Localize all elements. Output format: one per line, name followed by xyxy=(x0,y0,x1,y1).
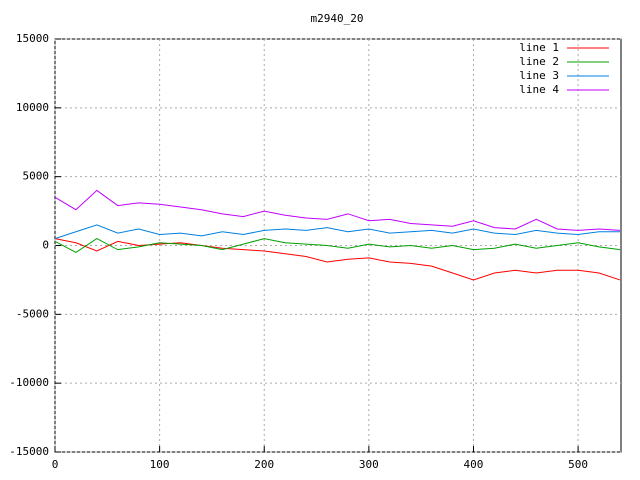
y-tick-label: 15000 xyxy=(16,32,49,45)
legend-label: line 4 xyxy=(519,83,559,96)
x-tick-label: 400 xyxy=(464,458,484,471)
series-line xyxy=(54,189,620,231)
series-line xyxy=(54,224,620,240)
series-line xyxy=(54,238,621,281)
x-tick-label: 300 xyxy=(359,458,379,471)
x-tick-label: 0 xyxy=(52,458,59,471)
x-tick-label: 100 xyxy=(150,458,170,471)
x-tick-label: 500 xyxy=(568,458,588,471)
x-tick-label: 200 xyxy=(254,458,274,471)
chart-title: m2940_20 xyxy=(311,12,364,25)
legend-label: line 2 xyxy=(519,55,559,68)
y-tick-label: 10000 xyxy=(16,101,49,114)
y-tick-label: 5000 xyxy=(23,170,50,183)
legend-label: line 3 xyxy=(519,69,559,82)
y-tick-label: -10000 xyxy=(9,376,49,389)
y-tick-label: 0 xyxy=(42,239,49,252)
series-line xyxy=(54,238,621,253)
y-tick-label: -15000 xyxy=(9,445,49,458)
y-tick-label: -5000 xyxy=(16,307,49,320)
legend-label: line 1 xyxy=(519,41,559,54)
